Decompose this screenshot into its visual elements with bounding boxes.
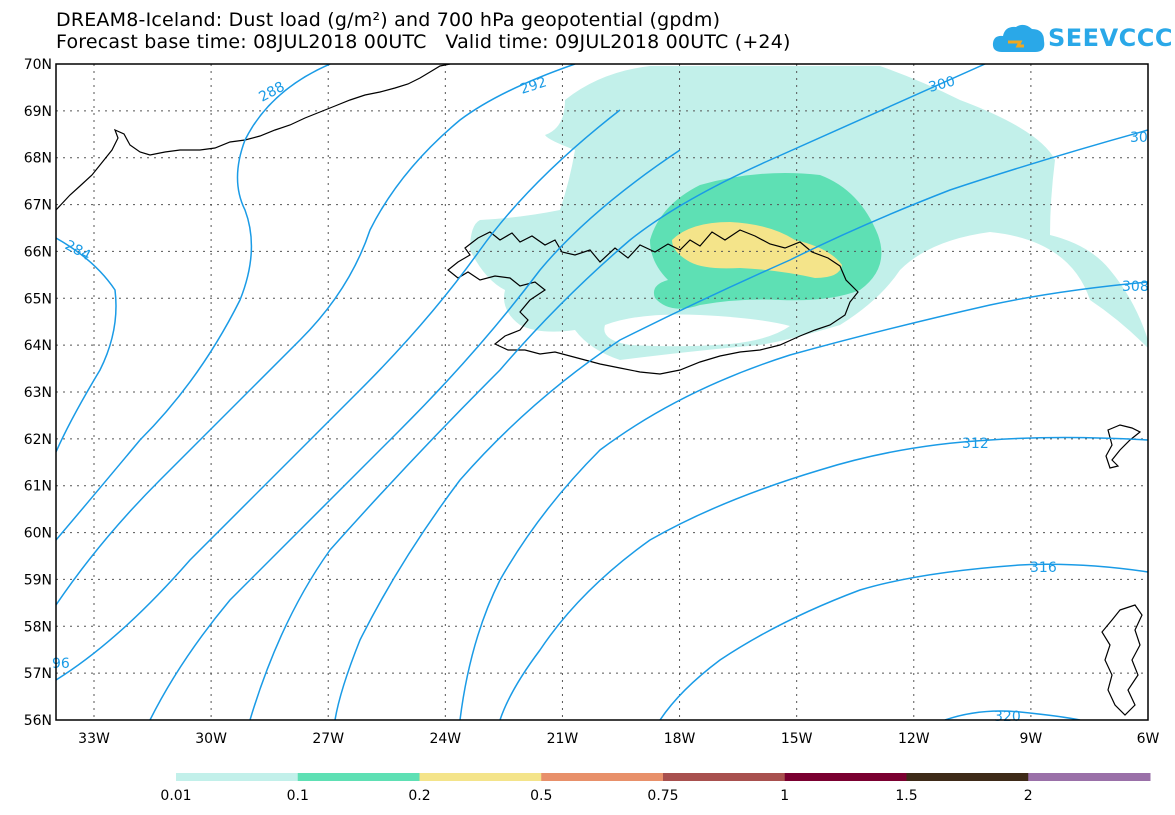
colorbar-segment (1028, 773, 1151, 781)
contour-296b (149, 149, 681, 720)
map-frame (55, 63, 1149, 721)
contour-284 (56, 237, 117, 453)
colorbar-label: 0.01 (160, 788, 191, 804)
contour-320 (944, 710, 1081, 720)
scotland-coastline (1101, 604, 1143, 716)
colorbar-segment (419, 773, 542, 781)
colorbar-segment (784, 773, 907, 781)
lat-label: 61N (24, 479, 52, 495)
contour-label-308: 308 (1122, 279, 1149, 295)
lat-label: 70N (24, 57, 52, 73)
map-gridlines (56, 64, 1148, 720)
lat-label: 67N (24, 198, 52, 214)
lat-label: 59N (24, 572, 52, 588)
dust-region-0.2 (672, 222, 842, 278)
colorbar-segment (663, 773, 786, 781)
lon-label: 6W (1137, 731, 1160, 747)
lat-label: 68N (24, 151, 52, 167)
contour-316 (659, 563, 1148, 720)
contour-label-296: 96 (52, 656, 70, 672)
latitude-labels: 70N 69N 68N 67N 66N 65N 64N 63N 62N 61N 60N 59N 58N 5… (24, 57, 52, 729)
colorbar-segment (297, 773, 420, 781)
contour-label-292: 292 (518, 74, 548, 97)
contour-label-320: 320 (994, 709, 1021, 725)
colorbar-label: 0.75 (647, 788, 678, 804)
lat-label: 60N (24, 526, 52, 542)
contour-296a (56, 109, 621, 681)
lon-label: 30W (195, 731, 227, 747)
colorbar-label: 0.5 (530, 788, 552, 804)
contour-288 (56, 64, 331, 541)
lat-label: 69N (24, 104, 52, 120)
contour-label-316: 316 (1030, 560, 1057, 576)
lon-label: 18W (664, 731, 696, 747)
dust-load-field (470, 66, 1148, 360)
lon-label: 24W (429, 731, 461, 747)
contour-312 (499, 436, 1148, 720)
lat-label: 58N (24, 619, 52, 635)
cloud-icon (992, 24, 1045, 52)
lat-label: 57N (24, 666, 52, 682)
colorbar-segment (541, 773, 664, 781)
contour-304 (334, 129, 1148, 720)
lon-label: 12W (898, 731, 930, 747)
contour-300 (249, 64, 986, 720)
map-title-line1: DREAM8-Iceland: Dust load (g/m²) and 700… (56, 9, 721, 31)
lat-label: 56N (24, 713, 52, 729)
coastlines (56, 64, 1143, 716)
lat-label: 63N (24, 385, 52, 401)
colorbar-label: 1 (780, 788, 789, 804)
geopotential-contours (56, 64, 1148, 720)
lon-label: 27W (312, 731, 344, 747)
colorbar-label: 0.1 (287, 788, 309, 804)
logo-text: SEEVCCC (1048, 24, 1173, 52)
contour-label-300: 300 (927, 73, 957, 95)
longitude-labels: 33W 30W 27W 24W 21W 18W 15W 12W 9W 6W (78, 731, 1159, 747)
faroe-islands (1105, 424, 1142, 469)
seevccc-logo: SEEVCCC (990, 18, 1173, 58)
lat-label: 62N (24, 432, 52, 448)
map-title-line2: Forecast base time: 08JUL2018 00UTC Vali… (56, 31, 791, 53)
contour-label-304: 30 (1130, 130, 1148, 146)
contour-308 (459, 281, 1148, 720)
colorbar-segment (906, 773, 1029, 781)
greenland-coastline (56, 64, 451, 211)
colorbar-segment (176, 773, 299, 781)
contour-292 (56, 64, 576, 606)
lat-label: 66N (24, 244, 52, 260)
lon-label: 33W (78, 731, 110, 747)
colorbar-label: 0.2 (408, 788, 430, 804)
colorbar-legend: 0.01 0.1 0.2 0.5 0.75 1 1.5 2 (160, 773, 1151, 804)
iceland-coastline (447, 229, 859, 375)
lon-label: 21W (547, 731, 579, 747)
lon-label: 9W (1020, 731, 1043, 747)
dust-hole (604, 314, 790, 347)
colorbar-label: 1.5 (895, 788, 917, 804)
contour-label-312: 312 (962, 436, 989, 452)
lat-label: 65N (24, 291, 52, 307)
lat-label: 64N (24, 338, 52, 354)
lon-label: 15W (781, 731, 813, 747)
colorbar-label: 2 (1024, 788, 1033, 804)
